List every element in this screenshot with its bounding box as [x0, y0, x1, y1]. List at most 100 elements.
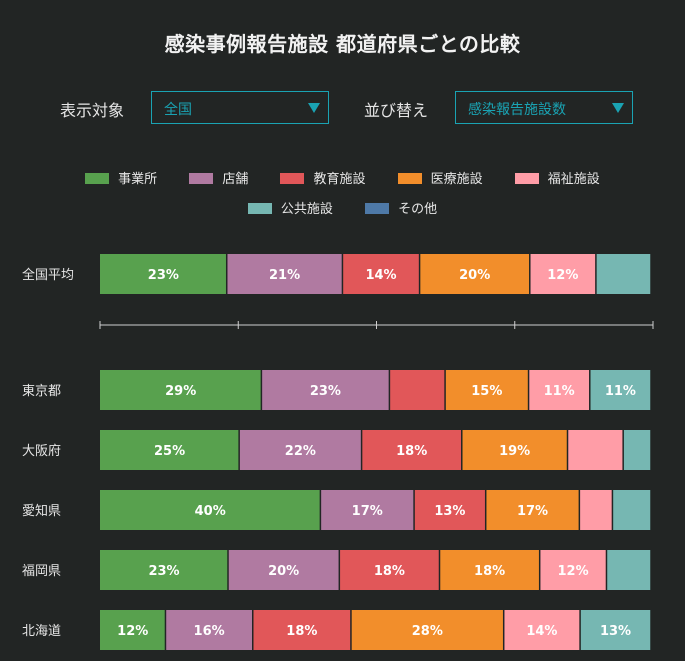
data-label: 18%	[286, 624, 317, 639]
row-label: 全国平均	[22, 267, 74, 283]
chart-title: 感染事例報告施設 都道府県ごとの比較	[164, 32, 521, 56]
bar-segment[interactable]	[166, 610, 253, 650]
bar-segment[interactable]	[100, 550, 228, 590]
target-label: 表示対象	[60, 101, 125, 120]
bar-segment[interactable]	[100, 254, 226, 294]
legend-item-tenpo[interactable]: 店舗	[189, 168, 248, 187]
data-label: 13%	[434, 504, 465, 519]
bar-segment[interactable]	[227, 254, 342, 294]
bar-segment[interactable]	[607, 550, 651, 590]
bar-segment[interactable]	[623, 430, 651, 470]
bar-segment[interactable]	[340, 550, 439, 590]
data-label: 15%	[471, 384, 502, 399]
data-label: 22%	[285, 444, 316, 459]
bar-segment[interactable]	[504, 610, 580, 650]
chevron-down-icon	[308, 103, 320, 113]
data-label: 23%	[310, 384, 341, 399]
data-label: 20%	[459, 268, 490, 283]
row-label: 愛知県	[22, 503, 61, 519]
bar-segment[interactable]	[440, 550, 539, 590]
data-label: 18%	[474, 564, 505, 579]
bar-segment[interactable]	[596, 254, 651, 294]
sort-select-value: 感染報告施設数	[468, 102, 566, 118]
data-label: 12%	[117, 624, 148, 639]
legend-item-kokyo[interactable]: 公共施設	[247, 198, 333, 217]
data-label: 29%	[165, 384, 196, 399]
data-label: 11%	[544, 384, 575, 399]
bar-segment[interactable]	[100, 430, 239, 470]
data-label: 21%	[269, 268, 300, 283]
legend-row-1: 事業所 店舗 教育施設 医療施設 福祉施設	[0, 168, 685, 187]
bar-segment[interactable]	[540, 550, 606, 590]
bar-segment[interactable]	[613, 490, 651, 530]
legend-item-jigyosho[interactable]: 事業所	[85, 168, 157, 187]
bar-segment[interactable]	[351, 610, 503, 650]
row-label: 福岡県	[22, 564, 61, 579]
data-label: 12%	[547, 268, 578, 283]
data-label: 17%	[352, 504, 383, 519]
bar-segment[interactable]	[228, 550, 339, 590]
data-label: 20%	[268, 564, 299, 579]
bar-segment[interactable]	[590, 370, 651, 410]
sort-select[interactable]: 感染報告施設数	[455, 91, 633, 124]
data-label: 23%	[148, 564, 179, 579]
bar-segment[interactable]	[253, 610, 351, 650]
bar-segment[interactable]	[100, 490, 320, 530]
row-label: 北海道	[22, 624, 61, 639]
data-label: 18%	[396, 444, 427, 459]
legend-item-kyoiku[interactable]: 教育施設	[280, 168, 366, 187]
bar-segment[interactable]	[568, 430, 623, 470]
bar-segment[interactable]	[262, 370, 389, 410]
legend-row-2: 公共施設 その他	[0, 198, 685, 217]
legend-swatch	[247, 203, 272, 214]
data-label: 40%	[195, 504, 226, 519]
legend-label: 福祉施設	[547, 172, 600, 187]
bar-segment[interactable]	[420, 254, 530, 294]
bar-segment[interactable]	[362, 430, 462, 470]
bar-segment[interactable]	[343, 254, 419, 294]
bar-segment[interactable]	[529, 370, 590, 410]
bar-segment[interactable]	[321, 490, 414, 530]
legend-swatch	[280, 173, 305, 184]
bar-segment[interactable]	[390, 370, 445, 410]
bar-segment[interactable]	[486, 490, 579, 530]
legend-swatch	[189, 173, 214, 184]
row-label: 東京都	[22, 383, 61, 399]
data-label: 18%	[374, 564, 405, 579]
data-label: 11%	[605, 384, 636, 399]
sort-label: 並び替え	[364, 101, 429, 120]
legend-item-iryo[interactable]: 医療施設	[397, 168, 483, 187]
legend-swatch	[85, 173, 110, 184]
legend-label: 公共施設	[280, 202, 333, 217]
bar-segment[interactable]	[100, 610, 165, 650]
bar-segment[interactable]	[530, 254, 596, 294]
legend-item-sonota[interactable]: その他	[365, 198, 437, 217]
bar-segment[interactable]	[462, 430, 567, 470]
bar-segment[interactable]	[239, 430, 361, 470]
legend-item-fukushi[interactable]: 福祉施設	[514, 168, 600, 187]
data-label: 12%	[558, 564, 589, 579]
bar-segment[interactable]	[445, 370, 528, 410]
legend-swatch	[365, 203, 390, 214]
target-select[interactable]: 全国	[151, 91, 329, 124]
legend-swatch	[514, 173, 539, 184]
legend-swatch	[397, 173, 422, 184]
data-label: 28%	[412, 624, 443, 639]
bar-segment[interactable]	[580, 490, 612, 530]
chevron-down-icon	[612, 103, 624, 113]
data-label: 19%	[499, 444, 530, 459]
legend-label: 事業所	[118, 172, 158, 187]
bar-segment[interactable]	[580, 610, 651, 650]
data-label: 14%	[526, 624, 557, 639]
target-select-value: 全国	[164, 102, 192, 118]
legend-label: その他	[398, 202, 438, 217]
bar-segment[interactable]	[100, 370, 261, 410]
bar-segment[interactable]	[414, 490, 485, 530]
row-label: 大阪府	[22, 444, 61, 459]
data-label: 14%	[365, 268, 396, 283]
legend-label: 店舗	[222, 172, 249, 187]
legend-label: 医療施設	[430, 172, 483, 187]
data-label: 17%	[517, 504, 548, 519]
data-label: 16%	[194, 624, 225, 639]
